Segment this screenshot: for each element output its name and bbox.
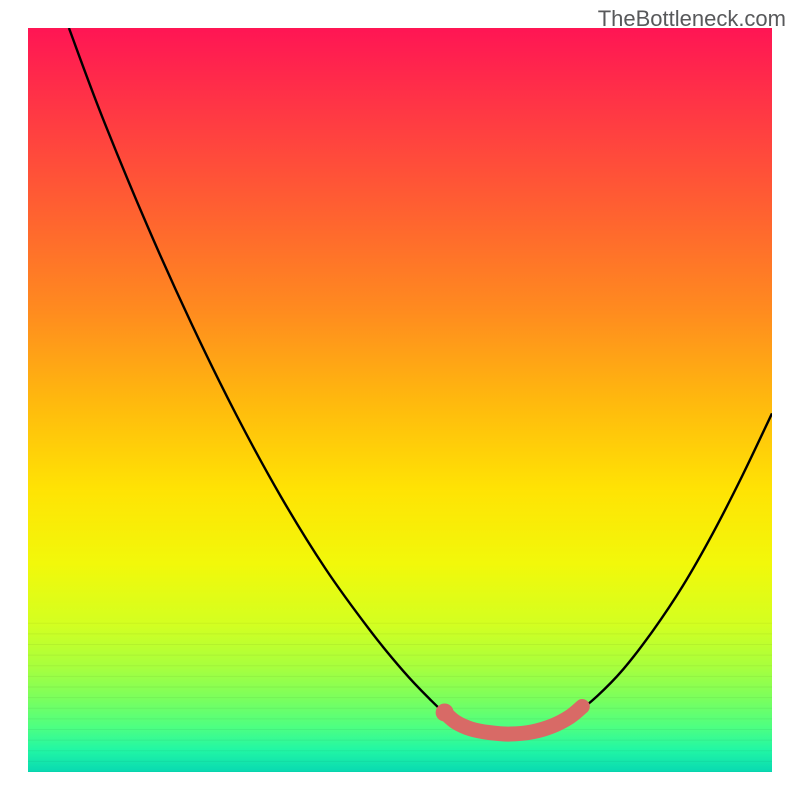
plot-area — [28, 28, 772, 772]
chart-svg — [28, 28, 772, 772]
gradient-rect — [28, 28, 772, 772]
